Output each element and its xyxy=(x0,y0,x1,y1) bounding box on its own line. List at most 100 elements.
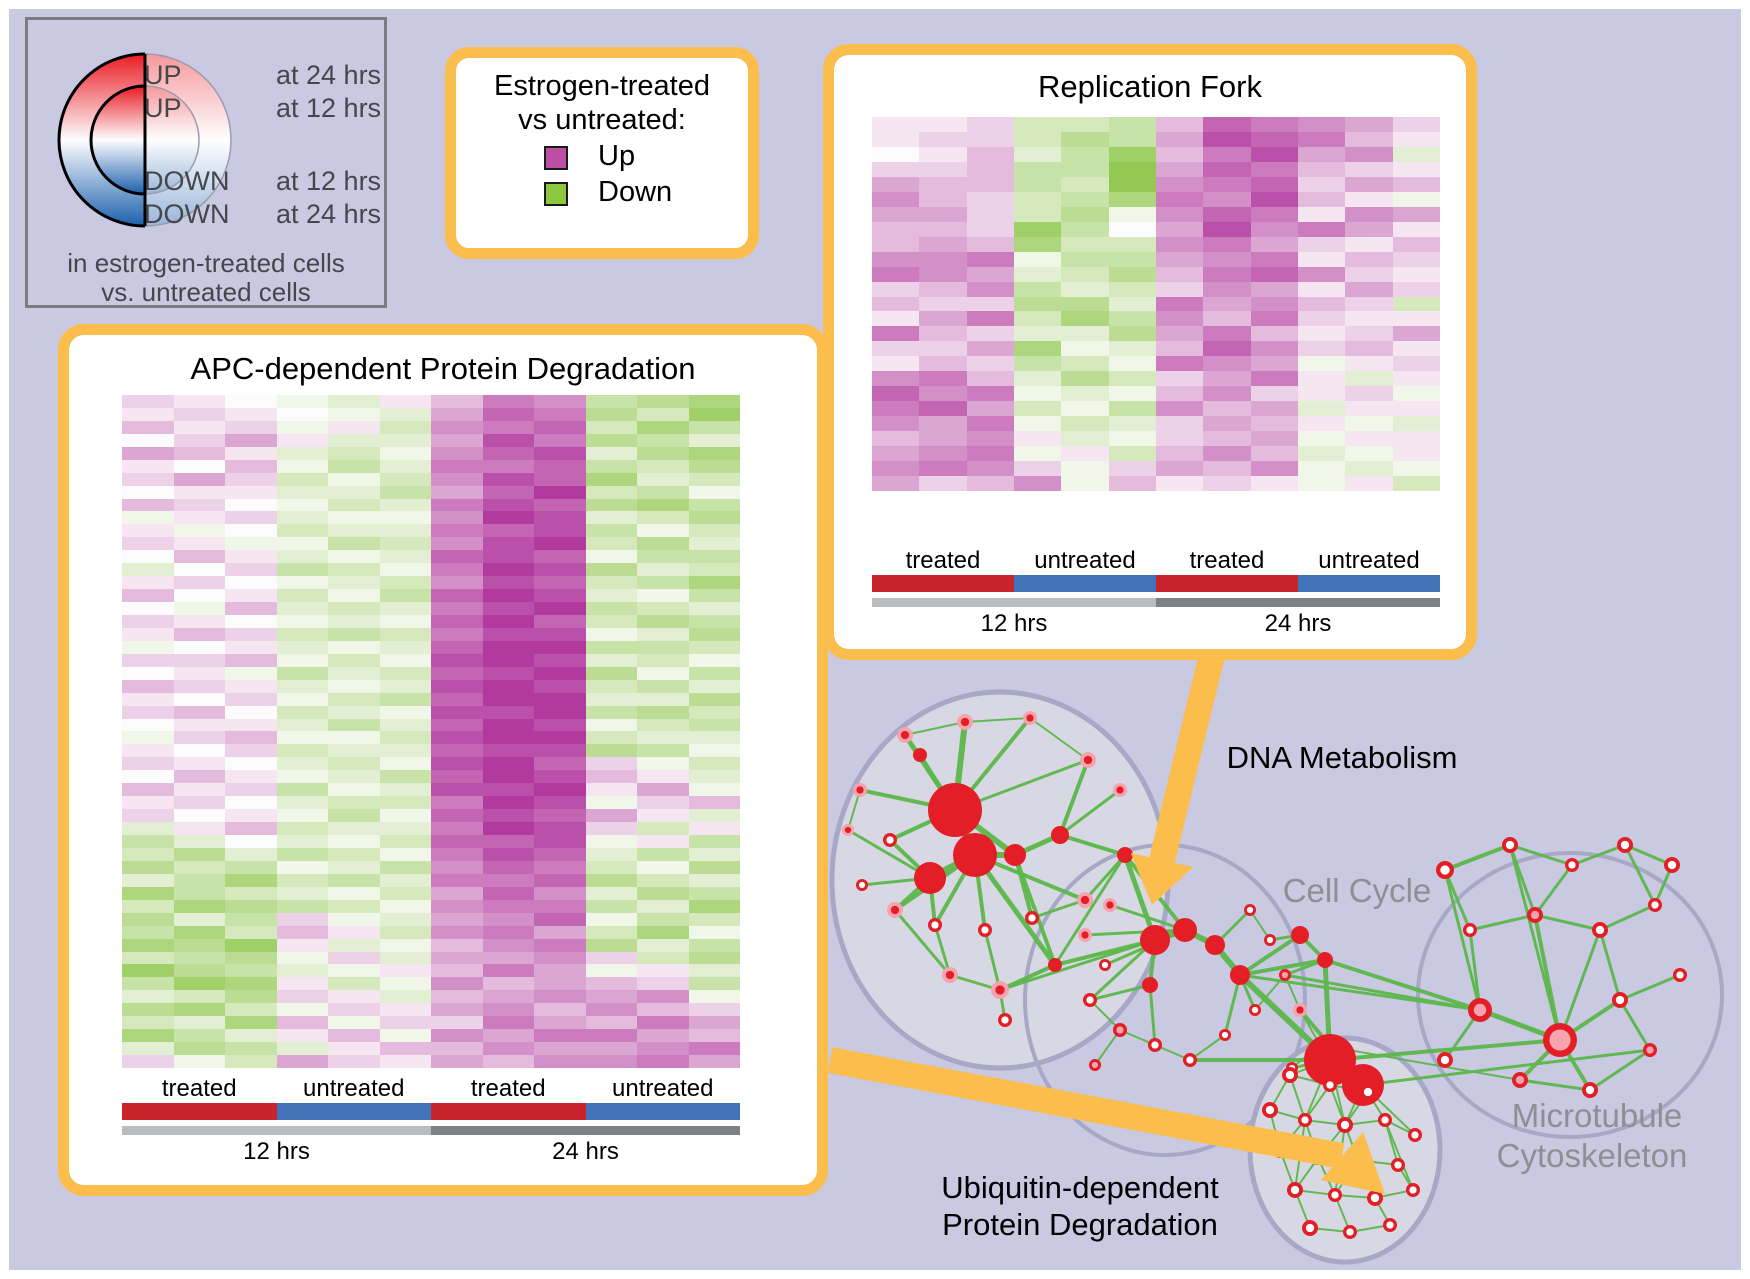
heatmap-cell xyxy=(276,550,328,564)
network-node xyxy=(1342,1064,1384,1106)
network-node-core xyxy=(856,786,864,794)
heatmap-cell xyxy=(328,1003,380,1017)
condition-bar xyxy=(585,1103,740,1120)
heatmap-cell xyxy=(225,1016,277,1030)
heatmap-cell xyxy=(688,809,740,823)
heatmap-cell xyxy=(637,847,689,861)
heatmap-cell xyxy=(534,550,586,564)
network-node-core xyxy=(1301,1116,1309,1124)
heatmap-cell xyxy=(534,964,586,978)
heatmap-cell xyxy=(872,416,920,432)
heatmap-cell xyxy=(276,899,328,913)
heatmap-cell xyxy=(585,576,637,590)
heatmap-cell xyxy=(637,964,689,978)
heatmap-cell xyxy=(431,964,483,978)
heatmap-cell xyxy=(379,537,431,551)
heatmap-cell xyxy=(637,537,689,551)
ring-label-direction: UP xyxy=(144,60,182,90)
heatmap-cell xyxy=(482,679,534,693)
heatmap-cell xyxy=(1392,431,1440,447)
heatmap-cell xyxy=(379,627,431,641)
heatmap-cell xyxy=(1297,146,1346,162)
heatmap-cell xyxy=(585,640,637,654)
heatmap-cell xyxy=(379,912,431,926)
network-node-core xyxy=(900,730,910,740)
heatmap-cell xyxy=(919,221,967,237)
heatmap-cell xyxy=(276,653,328,667)
heatmap-cell xyxy=(379,886,431,900)
heatmap-cell xyxy=(585,860,637,874)
heatmap-cell xyxy=(585,524,637,538)
heatmap-cell xyxy=(919,356,967,372)
heatmap-cell xyxy=(122,511,174,525)
heatmap-cell xyxy=(328,731,380,745)
heatmap-cell xyxy=(585,692,637,706)
heatmap-cell xyxy=(688,615,740,628)
heatmap-cell xyxy=(1108,341,1156,357)
heatmap-cell xyxy=(482,822,534,836)
heatmap-cell xyxy=(585,744,637,758)
heatmap-cell xyxy=(1061,206,1109,222)
heatmap-cell xyxy=(225,912,277,926)
heatmap-cell xyxy=(1155,251,1204,267)
heatmap-cell xyxy=(122,783,174,797)
heatmap-cell xyxy=(482,977,534,991)
heatmap-cell xyxy=(688,1016,740,1030)
heatmap-cell xyxy=(1345,446,1393,462)
network-edge xyxy=(1384,1119,1414,1191)
heatmap-cell xyxy=(431,472,483,486)
heatmap-cell xyxy=(173,550,225,564)
heatmap-cell xyxy=(1155,311,1204,327)
heatmap-cell xyxy=(919,461,967,477)
heatmap-cell xyxy=(379,524,431,538)
heatmap-cell xyxy=(688,964,740,978)
heatmap-cell xyxy=(1345,431,1393,447)
key-caption-line1: in estrogen-treated cells xyxy=(67,248,345,278)
heatmap-cell xyxy=(225,990,277,1004)
heatmap-cell xyxy=(173,912,225,926)
network-edge xyxy=(1534,913,1601,932)
condition-bar xyxy=(1156,575,1298,592)
heatmap-cell xyxy=(379,407,431,421)
heatmap-cell xyxy=(379,640,431,654)
heatmap-cell xyxy=(482,1003,534,1017)
heatmap-cell xyxy=(1392,341,1440,357)
heatmap-cell xyxy=(585,951,637,965)
heatmap-cell xyxy=(1155,281,1204,297)
heatmap-cell xyxy=(872,296,920,312)
replication-fork-footer: treated untreated treated untreated 12 hrs 24… xyxy=(872,547,1440,642)
heatmap-cell xyxy=(1345,341,1393,357)
apc-heatmap xyxy=(122,395,740,1068)
heatmap-cell xyxy=(225,498,277,512)
heatmap-cell xyxy=(919,446,967,462)
heatmap-cell xyxy=(1392,251,1440,267)
heatmap-cell xyxy=(328,899,380,913)
heatmap-cell xyxy=(225,809,277,823)
heatmap-cell xyxy=(1250,356,1298,372)
heatmap-cell xyxy=(688,627,740,641)
heatmap-cell xyxy=(1155,117,1204,132)
heatmap-cell xyxy=(173,718,225,732)
network-node xyxy=(913,748,927,762)
heatmap-cell xyxy=(1155,401,1204,417)
heatmap-cell xyxy=(379,770,431,784)
heatmap-cell xyxy=(585,407,637,421)
heatmap-cell xyxy=(379,498,431,512)
heatmap-cell xyxy=(585,679,637,693)
heatmap-cell xyxy=(966,461,1014,477)
heatmap-cell xyxy=(1345,416,1393,432)
heatmap-cell xyxy=(225,938,277,952)
heatmap-cell xyxy=(534,640,586,654)
heatmap-cell xyxy=(225,847,277,861)
heatmap-cell xyxy=(482,446,534,460)
heatmap-cell xyxy=(1061,117,1109,132)
heatmap-cell xyxy=(225,666,277,680)
heatmap-cell xyxy=(919,146,967,162)
heatmap-cell xyxy=(482,1029,534,1043)
heatmap-cell xyxy=(534,1055,586,1068)
heatmap-cell xyxy=(225,550,277,564)
heatmap-cell xyxy=(1345,236,1393,252)
heatmap-cell xyxy=(688,977,740,991)
heatmap-cell xyxy=(379,511,431,525)
heatmap-cell xyxy=(1013,117,1062,132)
